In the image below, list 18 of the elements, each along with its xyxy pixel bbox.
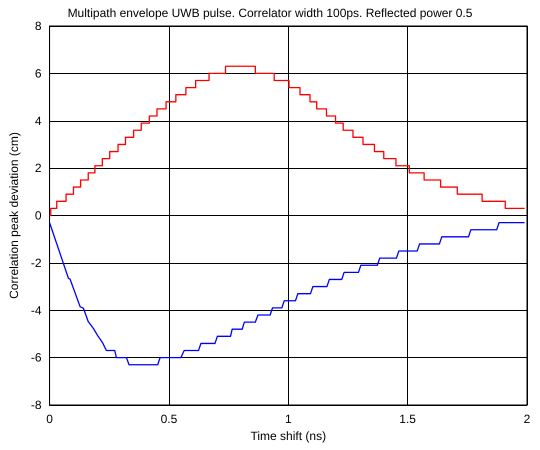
y-tick-label: 4 — [34, 114, 42, 128]
y-tick-label: -2 — [30, 256, 42, 270]
x-tick-label: 1 — [284, 412, 292, 426]
x-axis-title: Time shift (ns) — [250, 428, 326, 443]
y-tick-label: 6 — [34, 66, 42, 80]
y-tick-label: 0 — [34, 208, 42, 222]
y-axis-title: Correlation peak deviation (cm) — [7, 132, 21, 299]
y-tick-label: -6 — [30, 350, 42, 365]
y-tick-label: -8 — [30, 398, 42, 412]
x-tick-label: 0.5 — [160, 412, 178, 426]
y-tick-label: 2 — [34, 161, 42, 176]
line-series — [48, 222, 526, 366]
y-tick-label: -4 — [30, 303, 42, 318]
chart-title: Multipath envelope UWB pulse. Correlator width 100ps. Reflected power 0.5 — [68, 6, 473, 20]
x-tick-label: 0 — [46, 412, 54, 426]
x-tick-label: 1.5 — [399, 412, 416, 426]
y-tick-label: 8 — [34, 19, 42, 33]
x-tick-label: 2 — [524, 412, 531, 426]
